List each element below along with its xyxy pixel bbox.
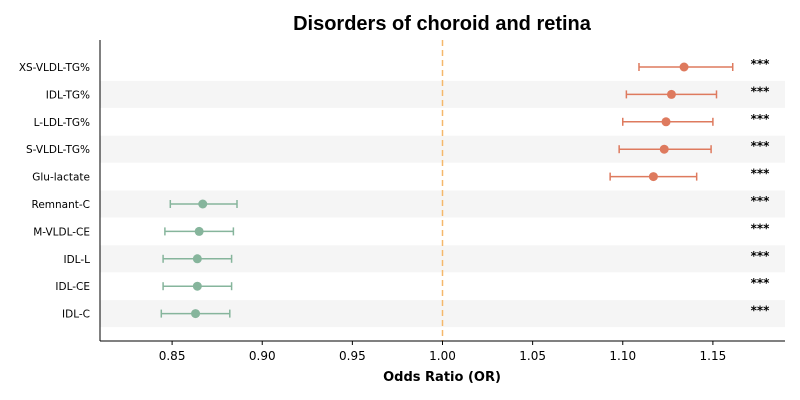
forest-row: IDL-C *** xyxy=(62,304,770,321)
significance-label: *** xyxy=(751,139,771,153)
significance-label: *** xyxy=(751,194,771,208)
row-label: M-VLDL-CE xyxy=(33,226,90,238)
x-tick-label: 1.15 xyxy=(700,349,727,363)
x-tick-label: 1.10 xyxy=(609,349,636,363)
row-label: IDL-TG% xyxy=(46,89,90,101)
chart-title: Disorders of choroid and retina xyxy=(293,13,592,35)
data-rows: XS-VLDL-TG% ***IDL-TG% ***L-LDL-TG% ***S-VL… xyxy=(19,57,770,321)
row-label: XS-VLDL-TG% xyxy=(19,62,90,74)
x-tick-label: 1.05 xyxy=(519,349,546,363)
row-label: Remnant-C xyxy=(32,199,91,211)
row-label: Glu-lactate xyxy=(32,172,90,184)
x-axis-label: Odds Ratio (OR) xyxy=(383,370,501,385)
row-label: IDL-CE xyxy=(55,281,90,293)
forest-row: IDL-TG% *** xyxy=(46,84,770,101)
or-point xyxy=(198,199,208,209)
significance-label: *** xyxy=(751,167,771,181)
or-point xyxy=(192,281,202,291)
significance-label: *** xyxy=(751,112,771,126)
forest-row: IDL-CE *** xyxy=(55,276,770,293)
or-point xyxy=(191,309,201,319)
significance-label: *** xyxy=(751,249,771,263)
significance-label: *** xyxy=(751,276,771,290)
or-point xyxy=(648,172,658,182)
or-point xyxy=(666,89,676,99)
significance-label: *** xyxy=(751,84,771,98)
forest-row: Remnant-C *** xyxy=(32,194,771,211)
forest-row: Glu-lactate *** xyxy=(32,167,770,184)
row-label: IDL-L xyxy=(64,254,91,266)
or-point xyxy=(192,254,202,264)
significance-label: *** xyxy=(751,57,771,71)
or-point xyxy=(661,117,671,127)
forest-row: M-VLDL-CE *** xyxy=(33,221,770,238)
or-point xyxy=(659,144,669,154)
x-tick-label: 0.90 xyxy=(249,349,276,363)
row-label: S-VLDL-TG% xyxy=(26,144,90,156)
x-tick-label: 1.00 xyxy=(429,349,456,363)
forest-row: L-LDL-TG% *** xyxy=(34,112,771,129)
forest-row: XS-VLDL-TG% *** xyxy=(19,57,770,74)
row-label: L-LDL-TG% xyxy=(34,117,90,129)
significance-label: *** xyxy=(751,221,771,235)
or-point xyxy=(679,62,689,72)
x-tick-label: 0.95 xyxy=(339,349,366,363)
row-label: IDL-C xyxy=(62,309,90,321)
forest-row: S-VLDL-TG% *** xyxy=(26,139,770,156)
forest-row: IDL-L *** xyxy=(64,249,771,266)
x-tick-label: 0.85 xyxy=(159,349,186,363)
significance-label: *** xyxy=(751,304,771,318)
or-point xyxy=(194,226,204,236)
x-ticks: 0.85 0.90 0.95 1.00 1.05 1.10 1.15 xyxy=(159,341,727,363)
